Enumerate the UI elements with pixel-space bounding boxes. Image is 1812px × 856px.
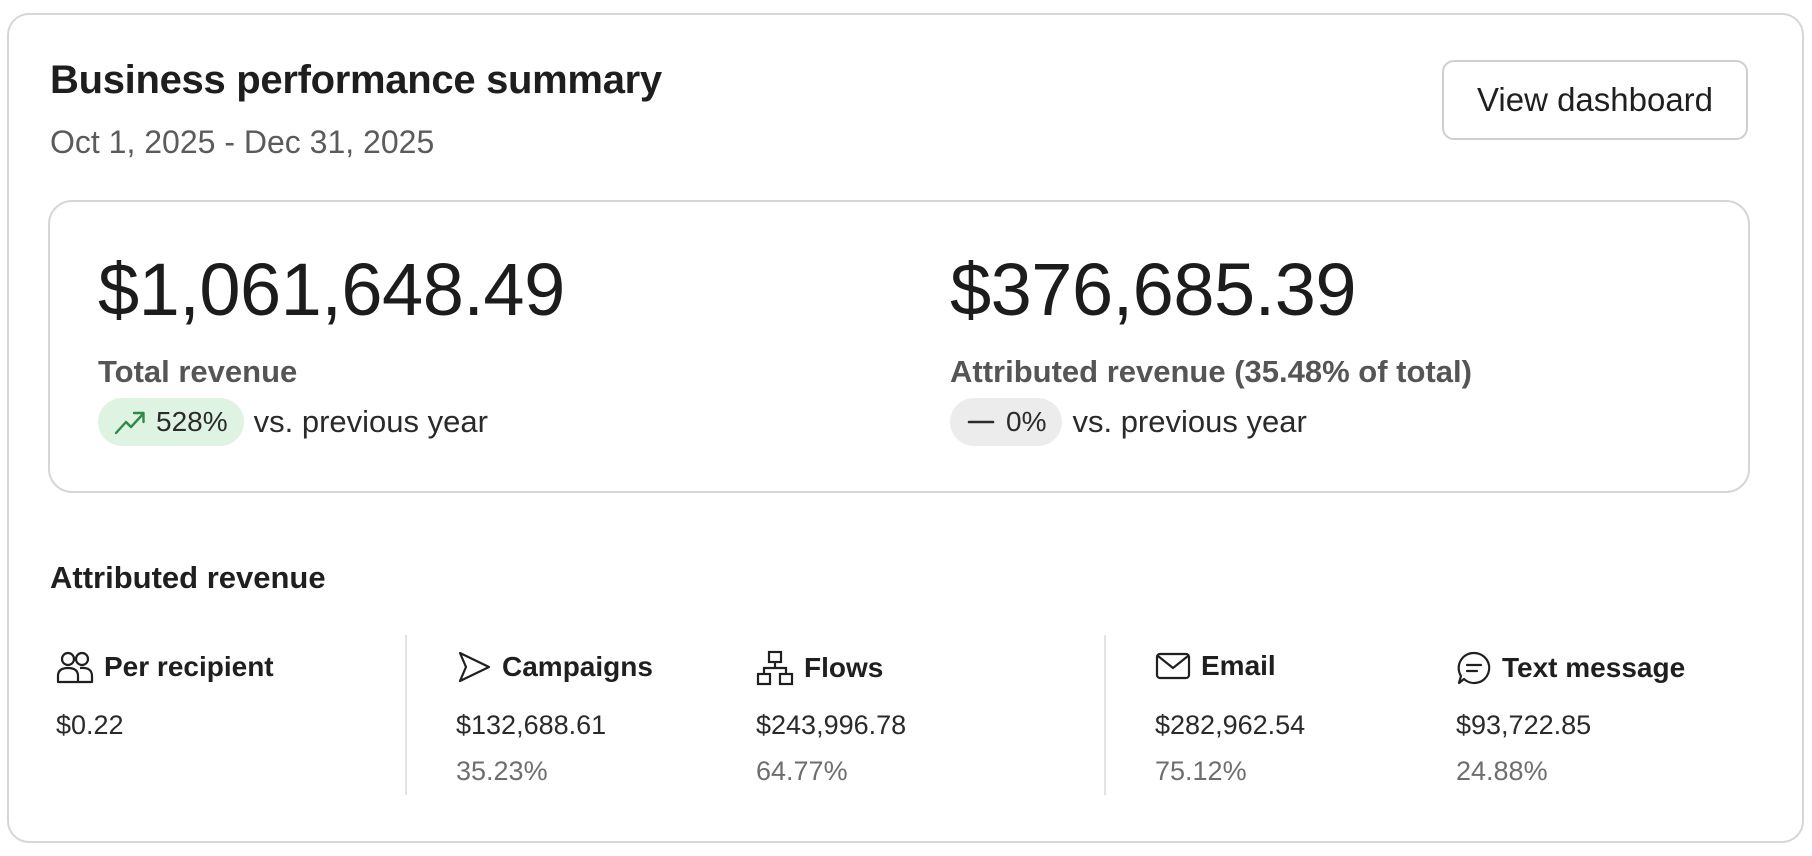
change-value: 528% <box>156 406 228 437</box>
page-title: Business performance summary <box>50 58 662 102</box>
total-revenue-change: 528% vs. previous year <box>98 398 488 446</box>
change-badge-up: 528% <box>98 398 244 446</box>
stat-divider <box>405 635 407 795</box>
stat-value: $93,722.85 <box>1456 710 1592 740</box>
send-icon <box>458 651 491 683</box>
total-revenue-value: $1,061,648.49 <box>98 248 565 331</box>
stat-percent: 35.23% <box>456 756 548 786</box>
stat-flows: Flows $243,996.78 64.77% <box>756 650 906 786</box>
change-badge-flat: 0% <box>950 398 1063 446</box>
comparison-label: vs. previous year <box>1072 404 1307 439</box>
stat-label: Text message <box>1502 652 1686 683</box>
stat-text-message: Text message $93,722.85 24.88% <box>1456 650 1686 786</box>
stat-value: $132,688.61 <box>456 710 607 740</box>
attributed-revenue-label: Attributed revenue (35.48% of total) <box>950 354 1472 389</box>
stat-value: $0.22 <box>56 710 124 740</box>
stat-percent: 64.77% <box>756 756 848 786</box>
flow-icon <box>756 650 794 686</box>
stat-percent: 24.88% <box>1456 756 1548 786</box>
view-dashboard-button[interactable]: View dashboard <box>1442 60 1748 140</box>
attributed-revenue-heading: Attributed revenue <box>50 560 326 595</box>
stat-per-recipient: Per recipient $0.22 <box>56 650 274 740</box>
trend-up-icon <box>114 411 145 435</box>
date-range: Oct 1, 2025 - Dec 31, 2025 <box>50 124 435 160</box>
stat-divider <box>1104 635 1106 795</box>
stat-value: $243,996.78 <box>756 710 907 740</box>
stat-value: $282,962.54 <box>1155 710 1306 740</box>
stat-campaigns: Campaigns $132,688.61 35.23% <box>456 650 653 786</box>
dash-icon <box>967 420 995 424</box>
stat-percent: 75.12% <box>1155 756 1247 786</box>
attributed-revenue-value: $376,685.39 <box>950 248 1357 331</box>
stat-label: Campaigns <box>502 651 653 682</box>
stat-label: Flows <box>804 652 884 683</box>
chat-icon <box>1457 651 1491 685</box>
attributed-revenue-change: 0% vs. previous year <box>950 398 1307 446</box>
change-value: 0% <box>1006 406 1047 437</box>
total-revenue-label: Total revenue <box>98 354 298 389</box>
stat-label: Per recipient <box>104 651 274 682</box>
comparison-label: vs. previous year <box>253 404 488 439</box>
envelope-icon <box>1155 652 1191 680</box>
stat-label: Email <box>1201 650 1276 681</box>
stat-email: Email $282,962.54 75.12% <box>1155 650 1305 786</box>
people-icon <box>56 651 94 684</box>
revenue-summary-panel: $1,061,648.49 Total revenue 528% vs. pre… <box>48 200 1750 493</box>
business-summary-card <box>7 13 1804 843</box>
